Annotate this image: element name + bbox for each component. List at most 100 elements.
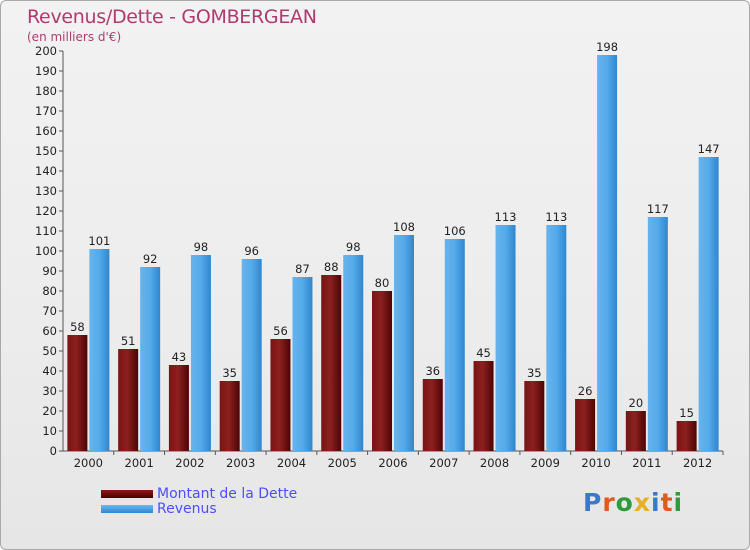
bar-debt xyxy=(67,335,88,451)
legend-swatch-debt xyxy=(101,489,153,498)
legend-item-debt: Montant de la Dette xyxy=(101,485,298,502)
y-tick-label: 10 xyxy=(42,424,57,438)
proxiti-logo: Proxiti xyxy=(583,488,683,517)
logo-letter: o xyxy=(615,488,634,517)
bar-revenue xyxy=(546,225,567,451)
y-tick-label: 100 xyxy=(35,244,57,258)
x-tick-label: 2010 xyxy=(581,456,610,470)
data-label-revenue: 96 xyxy=(244,244,259,258)
bar-debt xyxy=(575,399,596,451)
bar-debt xyxy=(676,421,697,451)
x-tick-label: 2001 xyxy=(125,456,154,470)
logo-letter: t xyxy=(660,488,674,517)
bar-revenue xyxy=(343,255,364,451)
y-tick-label: 110 xyxy=(35,224,57,238)
y-tick-label: 80 xyxy=(42,284,57,298)
x-tick-label: 2006 xyxy=(378,456,407,470)
data-label-debt: 35 xyxy=(222,366,237,380)
data-label-revenue: 87 xyxy=(295,262,310,276)
bars-group xyxy=(67,55,719,451)
x-tick-label: 2003 xyxy=(226,456,255,470)
data-label-revenue: 106 xyxy=(444,224,466,238)
bar-debt xyxy=(422,379,443,451)
x-tick-label: 2009 xyxy=(531,456,560,470)
bar-revenue xyxy=(698,157,719,451)
x-tick-label: 2011 xyxy=(632,456,661,470)
y-tick-label: 30 xyxy=(42,384,57,398)
data-label-debt: 26 xyxy=(578,384,593,398)
x-tick-label: 2002 xyxy=(175,456,204,470)
y-tick-label: 180 xyxy=(35,84,57,98)
y-tick-label: 40 xyxy=(42,364,57,378)
x-tick-label: 2008 xyxy=(480,456,509,470)
data-label-debt: 15 xyxy=(679,406,694,420)
data-label-revenue: 98 xyxy=(194,240,209,254)
bar-debt xyxy=(473,361,494,451)
data-label-debt: 58 xyxy=(70,320,85,334)
legend-label-debt: Montant de la Dette xyxy=(157,485,298,502)
bar-debt xyxy=(219,381,240,451)
legend: Montant de la Dette Revenus xyxy=(101,485,298,517)
y-tick-label: 90 xyxy=(42,264,57,278)
data-label-debt: 20 xyxy=(629,396,644,410)
data-label-revenue: 113 xyxy=(545,210,567,224)
y-tick-label: 120 xyxy=(35,204,57,218)
data-label-debt: 80 xyxy=(375,276,390,290)
data-label-revenue: 108 xyxy=(393,220,415,234)
bar-revenue xyxy=(647,217,668,451)
y-tick-label: 160 xyxy=(35,124,57,138)
x-tick-label: 2012 xyxy=(683,456,712,470)
y-tick-label: 20 xyxy=(42,404,57,418)
data-label-debt: 43 xyxy=(172,350,187,364)
data-label-debt: 36 xyxy=(425,364,440,378)
logo-letter: i xyxy=(651,488,661,517)
data-label-revenue: 117 xyxy=(647,202,669,216)
bar-debt xyxy=(524,381,545,451)
y-tick-label: 70 xyxy=(42,304,57,318)
chart-subtitle: (en milliers d'€) xyxy=(27,30,122,44)
data-label-debt: 56 xyxy=(273,324,288,338)
legend-item-revenue: Revenus xyxy=(101,500,297,517)
x-tick-label: 2005 xyxy=(328,456,357,470)
bar-debt xyxy=(270,339,291,451)
legend-label-revenue: Revenus xyxy=(157,500,217,517)
data-label-revenue: 198 xyxy=(596,40,618,54)
legend-swatch-revenue xyxy=(101,504,153,513)
bar-debt xyxy=(625,411,646,451)
bar-debt xyxy=(321,275,342,451)
y-tick-label: 150 xyxy=(35,144,57,158)
bar-debt xyxy=(118,349,139,451)
y-tick-label: 130 xyxy=(35,184,57,198)
logo-letter: r xyxy=(602,488,616,517)
x-tick-label: 2007 xyxy=(429,456,458,470)
chart-title: Revenus/Dette - GOMBERGEAN xyxy=(27,6,317,28)
bar-debt xyxy=(372,291,392,451)
logo-letter: x xyxy=(633,488,651,517)
x-tick-label: 2000 xyxy=(74,456,103,470)
y-tick-label: 190 xyxy=(35,64,57,78)
bar-revenue xyxy=(394,235,414,451)
data-label-debt: 88 xyxy=(324,260,339,274)
bar-revenue xyxy=(495,225,516,451)
y-tick-label: 200 xyxy=(35,44,57,58)
bar-debt xyxy=(168,365,189,451)
y-tick-label: 0 xyxy=(50,444,57,458)
data-label-revenue: 98 xyxy=(346,240,361,254)
data-label-revenue: 101 xyxy=(88,234,110,248)
y-tick-label: 50 xyxy=(42,344,57,358)
data-label-revenue: 92 xyxy=(143,252,158,266)
bar-revenue xyxy=(444,239,465,451)
data-label-revenue: 147 xyxy=(698,142,720,156)
bar-revenue xyxy=(140,267,161,451)
y-tick-label: 60 xyxy=(42,324,57,338)
y-tick-label: 170 xyxy=(35,104,57,118)
bar-revenue xyxy=(241,259,262,451)
bar-revenue xyxy=(89,249,110,451)
bar-revenue xyxy=(292,277,313,451)
bar-revenue xyxy=(190,255,211,451)
logo-letter: i xyxy=(673,488,684,517)
y-tick-label: 140 xyxy=(35,164,57,178)
data-label-debt: 35 xyxy=(527,366,542,380)
